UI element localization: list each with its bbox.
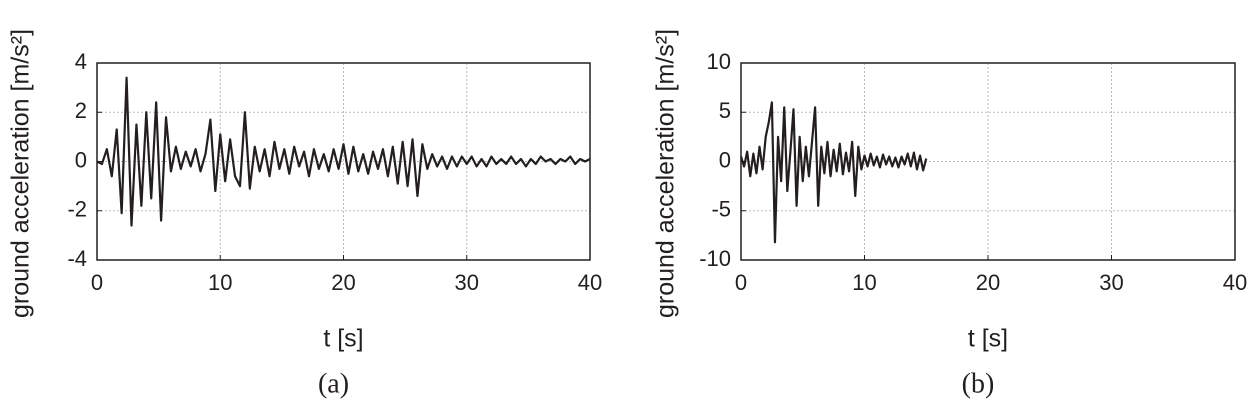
- x-tick-label: 40: [1223, 270, 1247, 295]
- plot-frame: [740, 62, 1236, 261]
- panel-caption: (b): [962, 368, 995, 399]
- x-tick-label: 0: [735, 270, 747, 295]
- panel: 0 10 20 30 40 -4 -2 0 2 4 t [s] ground acceleration…: [7, 29, 603, 399]
- panel-caption: (a): [318, 368, 349, 399]
- y-tick-label: -4: [67, 246, 87, 271]
- x-tick-label: 20: [331, 270, 355, 295]
- x-tick-label: 10: [208, 270, 232, 295]
- y-tick-label: 0: [75, 147, 87, 172]
- y-tick-label: 5: [719, 98, 731, 123]
- x-tick-label: 30: [1099, 270, 1123, 295]
- y-tick-label: 0: [719, 147, 731, 172]
- y-tick-label: -2: [67, 197, 87, 222]
- data-line: [96, 76, 591, 227]
- x-axis-label: t [s]: [323, 325, 363, 353]
- y-tick-label: 10: [707, 49, 731, 74]
- y-tick-label: 4: [75, 49, 87, 74]
- y-tick-label: 2: [75, 98, 87, 123]
- panel: 0 10 20 30 40 -10 -5 0 5 10 t [s] ground accelerati…: [652, 29, 1248, 399]
- data-line: [739, 101, 928, 244]
- y-axis-label: ground acceleration [m/s²]: [652, 29, 680, 318]
- x-tick-label: 30: [455, 270, 479, 295]
- y-tick-label: -5: [711, 197, 731, 222]
- y-axis-label: ground acceleration [m/s²]: [7, 29, 35, 318]
- x-tick-label: 40: [578, 270, 602, 295]
- x-tick-label: 20: [976, 270, 1000, 295]
- x-axis-label: t [s]: [968, 325, 1008, 353]
- x-tick-label: 10: [852, 270, 876, 295]
- x-tick-label: 0: [91, 270, 103, 295]
- y-tick-label: -10: [699, 246, 731, 271]
